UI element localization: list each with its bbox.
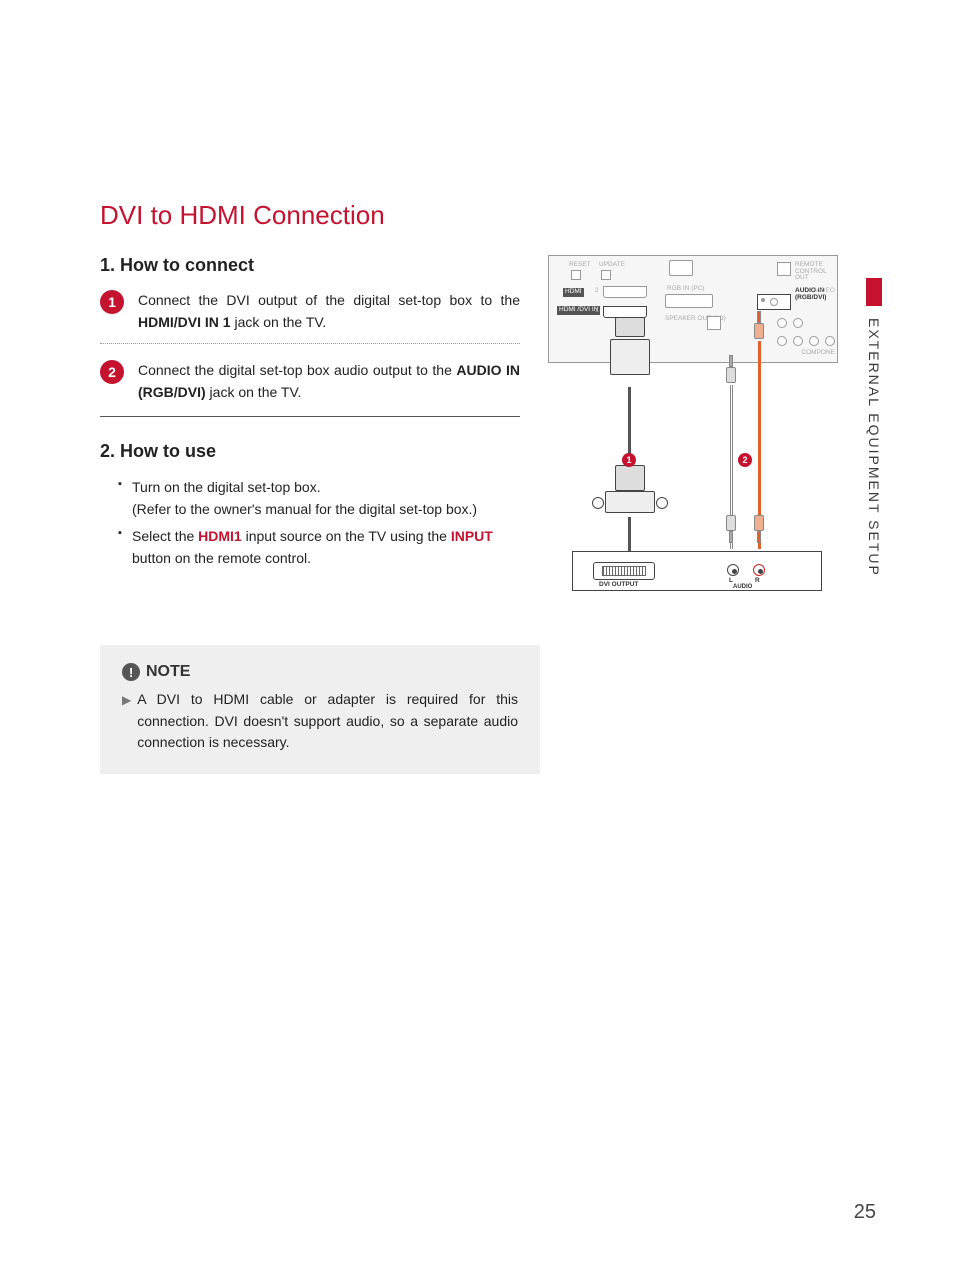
content-columns: 1. How to connect 1 Connect the DVI outp… — [100, 255, 874, 591]
usb-port — [669, 260, 693, 276]
device-audio-l — [727, 564, 739, 576]
use-item-2-mid: input source on the TV using the — [242, 528, 451, 544]
label-port2: 2 — [595, 288, 599, 295]
rca-6 — [825, 336, 835, 346]
rca-2 — [793, 318, 803, 328]
step-2-text: Connect the digital set-top box audio ou… — [138, 360, 520, 403]
page-title: DVI to HDMI Connection — [100, 200, 874, 231]
page-number: 25 — [854, 1201, 876, 1224]
diagram-badge-2: 2 — [738, 453, 752, 467]
step-1-pre: Connect the DVI output of the digital se… — [138, 292, 520, 308]
tv-back-panel: RESET UPDATE HDMI 2 HDMI /DVI IN 1 RGB I… — [548, 255, 838, 363]
note-bullet-icon: ▶ — [122, 689, 131, 754]
label-video: VIDEO — [815, 288, 835, 295]
label-dvi-output: DVI OUTPUT — [599, 582, 638, 589]
use-item-2-b1: HDMI1 — [198, 528, 242, 544]
device-audio-r — [753, 564, 765, 576]
step-1-post: jack on the TV. — [231, 314, 327, 330]
use-item-1-line1: Turn on the digital set-top box. — [132, 479, 321, 495]
connect-step-1: 1 Connect the DVI output of the digital … — [100, 290, 520, 333]
dotted-divider — [100, 343, 520, 344]
solid-divider — [100, 416, 520, 417]
rca-1 — [777, 318, 787, 328]
audio-plug-white-bot — [726, 513, 736, 543]
label-compone: COMPONE — [801, 350, 835, 357]
note-title: NOTE — [146, 663, 190, 681]
use-item-2: Select the HDMI1 input source on the TV … — [118, 525, 520, 570]
remote-port — [777, 262, 791, 276]
how-to-use-heading: 2. How to use — [100, 441, 520, 462]
device-box: DVI OUTPUT L R AUDIO — [572, 551, 822, 591]
step-1-bold: HDMI/DVI IN 1 — [138, 314, 231, 330]
note-header: ! NOTE — [122, 663, 518, 681]
step-badge-2: 2 — [100, 360, 124, 384]
reset-hole — [571, 270, 581, 280]
hdmi2-port — [603, 286, 647, 298]
use-item-2-pre: Select the — [132, 528, 198, 544]
label-reset: RESET — [569, 262, 591, 269]
label-port1: 1 — [595, 308, 599, 315]
audio-plug-orange-top — [754, 311, 764, 341]
step-badge-1: 1 — [100, 290, 124, 314]
use-item-2-post: button on the remote control. — [132, 550, 311, 566]
audio-plug-orange-bot — [754, 513, 764, 543]
note-icon: ! — [122, 663, 140, 681]
how-to-connect-heading: 1. How to connect — [100, 255, 520, 276]
rca-5 — [809, 336, 819, 346]
label-audio: AUDIO — [733, 584, 752, 590]
diagram-badge-1: 1 — [622, 453, 636, 467]
audio-plug-white-top — [726, 355, 736, 385]
label-remote: REMOTE CONTROL OUT — [795, 262, 827, 282]
dvi-cable-connector — [590, 465, 670, 513]
how-to-use-list: Turn on the digital set-top box. (Refer … — [118, 476, 520, 570]
note-box: ! NOTE ▶ A DVI to HDMI cable or adapter … — [100, 645, 540, 774]
step-1-text: Connect the DVI output of the digital se… — [138, 290, 520, 333]
left-column: 1. How to connect 1 Connect the DVI outp… — [100, 255, 520, 591]
hdmi-cable-connector — [606, 317, 654, 387]
use-item-2-b2: INPUT — [451, 528, 493, 544]
update-hole — [601, 270, 611, 280]
note-body: ▶ A DVI to HDMI cable or adapter is requ… — [122, 689, 518, 754]
label-hdmi: HDMI — [563, 288, 584, 297]
step-2-post: jack on the TV. — [206, 384, 302, 400]
connection-diagram: RESET UPDATE HDMI 2 HDMI /DVI IN 1 RGB I… — [548, 255, 838, 591]
page-content: DVI to HDMI Connection 1. How to connect… — [0, 0, 954, 774]
speaker-port — [707, 316, 721, 330]
device-dvi-port — [593, 562, 655, 580]
label-update: UPDATE — [599, 262, 625, 269]
note-text: A DVI to HDMI cable or adapter is requir… — [137, 689, 518, 754]
rca-4 — [793, 336, 803, 346]
label-aud-r: R — [755, 578, 760, 585]
use-item-1: Turn on the digital set-top box. (Refer … — [118, 476, 520, 521]
right-column: RESET UPDATE HDMI 2 HDMI /DVI IN 1 RGB I… — [548, 255, 838, 591]
rgb-port — [665, 294, 713, 308]
connect-step-2: 2 Connect the digital set-top box audio … — [100, 360, 520, 403]
label-hdmi-dvin: HDMI /DVI IN — [557, 306, 600, 315]
use-item-1-line2: (Refer to the owner's manual for the dig… — [132, 501, 477, 517]
rca-3 — [777, 336, 787, 346]
step-2-pre: Connect the digital set-top box audio ou… — [138, 362, 456, 378]
audio-in-port — [757, 294, 791, 310]
label-rgb-in: RGB IN (PC) — [667, 286, 705, 293]
